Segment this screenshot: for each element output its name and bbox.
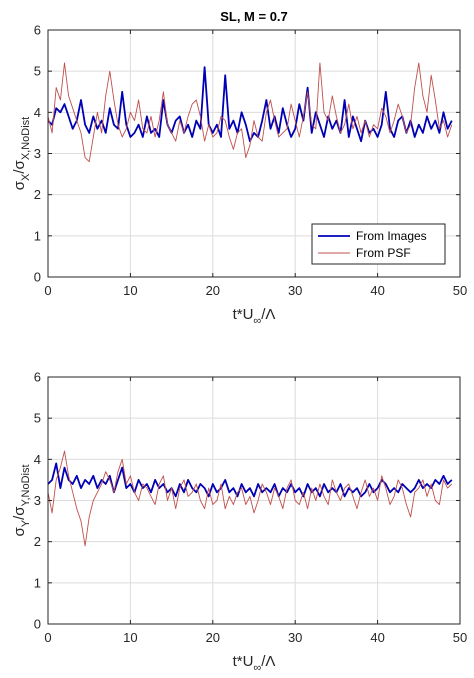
- chart-title: SL, M = 0.7: [220, 9, 288, 24]
- x-axis-label: t*U∞/Λ: [233, 653, 276, 674]
- legend: From Images From PSF: [311, 223, 446, 265]
- series-line-images: [47, 66, 453, 143]
- y-tick-label: 6: [34, 370, 41, 385]
- y-tick-label: 6: [34, 23, 41, 38]
- y-tick-label: 5: [34, 411, 41, 426]
- y-tick-label: 1: [34, 228, 41, 243]
- legend-box: [311, 223, 446, 265]
- x-tick-label: 40: [370, 630, 384, 645]
- y-axis-label: σX/σX,NoDist: [11, 117, 32, 190]
- x-axis-label: t*U∞/Λ: [233, 306, 276, 327]
- series-line-psf: [47, 62, 453, 163]
- y-tick-label: 4: [34, 452, 41, 467]
- x-tick-label: 10: [123, 630, 137, 645]
- y-tick-label: 3: [34, 493, 41, 508]
- y-axis-label: σY/σY,NoDist: [11, 464, 32, 536]
- series-line-psf: [47, 450, 453, 547]
- x-tick-label: 20: [206, 283, 220, 298]
- x-tick-label: 40: [370, 283, 384, 298]
- x-tick-label: 20: [206, 630, 220, 645]
- y-tick-label: 0: [34, 270, 41, 285]
- y-tick-label: 2: [34, 187, 41, 202]
- x-tick-label: 50: [453, 630, 467, 645]
- chart-1: 0 1 2 3 4 5 6 0 10 20 30 40 50 SL, M = 0.7 t*U∞/Λ σX/σX…: [11, 9, 467, 327]
- y-tick-label: 2: [34, 534, 41, 549]
- x-tick-label: 30: [288, 283, 302, 298]
- y-tick-label: 5: [34, 64, 41, 79]
- y-tick-label: 4: [34, 105, 41, 120]
- y-tick-label: 0: [34, 617, 41, 632]
- x-tick-label: 0: [44, 283, 51, 298]
- chart-2: 0 1 2 3 4 5 6 0 10 20 30 40 50 t*U∞/Λ σY/σY,NoDist: [11, 370, 467, 675]
- legend-label: From Images: [356, 229, 427, 243]
- x-tick-label: 50: [453, 283, 467, 298]
- y-tick-label: 3: [34, 146, 41, 161]
- x-tick-label: 0: [44, 630, 51, 645]
- y-tick-label: 1: [34, 575, 41, 590]
- x-tick-label: 30: [288, 630, 302, 645]
- legend-label: From PSF: [356, 246, 411, 260]
- x-tick-label: 10: [123, 283, 137, 298]
